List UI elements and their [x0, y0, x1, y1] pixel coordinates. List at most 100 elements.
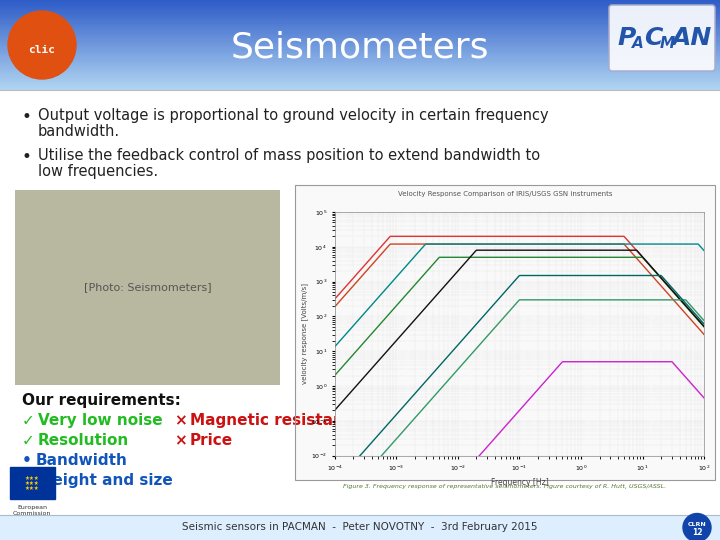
- Text: Utilise the feedback control of mass position to extend bandwidth to: Utilise the feedback control of mass pos…: [38, 148, 540, 163]
- Bar: [0, 83, 720, 84]
- Text: low frequencies.: low frequencies.: [38, 164, 158, 179]
- Text: Velocity Response Comparison of IRIS/USGS GSN instruments: Velocity Response Comparison of IRIS/USG…: [397, 191, 612, 197]
- Bar: [0, 47, 720, 49]
- Text: Magnetic resistance: Magnetic resistance: [190, 413, 364, 428]
- Bar: [0, 62, 720, 63]
- Bar: [0, 33, 720, 35]
- Bar: [0, 11, 720, 12]
- Bar: [15, 190, 280, 385]
- Bar: [0, 86, 720, 87]
- Bar: [0, 72, 720, 73]
- Text: [Photo: Seismometers]: [Photo: Seismometers]: [84, 282, 211, 293]
- Text: ✓: ✓: [22, 413, 35, 428]
- Bar: [0, 18, 720, 19]
- Bar: [0, 90, 720, 540]
- Bar: [0, 51, 720, 52]
- Bar: [0, 37, 720, 38]
- Bar: [0, 49, 720, 50]
- Bar: [10, 467, 55, 499]
- Circle shape: [683, 514, 711, 540]
- Bar: [0, 4, 720, 5]
- Y-axis label: velocity response [Volts/m/s]: velocity response [Volts/m/s]: [302, 284, 308, 384]
- Text: CLRN: CLRN: [688, 522, 706, 527]
- Bar: [0, 53, 720, 54]
- Bar: [0, 23, 720, 24]
- Bar: [0, 19, 720, 20]
- Bar: [0, 2, 720, 3]
- Bar: [0, 27, 720, 28]
- Bar: [0, 15, 720, 16]
- Bar: [0, 84, 720, 85]
- Bar: [0, 3, 720, 4]
- Bar: [0, 36, 720, 37]
- Bar: [0, 59, 720, 60]
- Text: C: C: [644, 26, 662, 50]
- Text: European
Commission: European Commission: [13, 505, 51, 516]
- Bar: [0, 87, 720, 89]
- Bar: [0, 71, 720, 72]
- Bar: [0, 38, 720, 39]
- Bar: [0, 42, 720, 43]
- Bar: [0, 28, 720, 29]
- Bar: [0, 29, 720, 30]
- FancyBboxPatch shape: [609, 5, 715, 71]
- Text: M: M: [660, 37, 675, 51]
- Bar: [0, 16, 720, 17]
- Text: ✓: ✓: [22, 433, 35, 448]
- Bar: [0, 9, 720, 10]
- Bar: [0, 20, 720, 22]
- Bar: [0, 68, 720, 69]
- Bar: [0, 54, 720, 55]
- Bar: [0, 50, 720, 51]
- Text: •: •: [22, 453, 32, 468]
- Text: AN: AN: [672, 26, 712, 50]
- Text: P: P: [617, 26, 635, 50]
- Bar: [0, 32, 720, 33]
- Text: Seismic sensors in PACMAN  -  Peter NOVOTNY  -  3rd February 2015: Seismic sensors in PACMAN - Peter NOVOTN…: [182, 523, 538, 532]
- Bar: [0, 60, 720, 62]
- Bar: [0, 66, 720, 68]
- Bar: [0, 89, 720, 90]
- Bar: [0, 76, 720, 77]
- Bar: [0, 81, 720, 82]
- Text: •: •: [22, 473, 32, 488]
- Bar: [0, 56, 720, 57]
- Text: Very low noise: Very low noise: [38, 413, 163, 428]
- Text: 12: 12: [692, 528, 702, 537]
- X-axis label: Frequency [Hz]: Frequency [Hz]: [490, 478, 548, 487]
- Text: ★★★
★★★
★★★: ★★★ ★★★ ★★★: [24, 476, 40, 490]
- Bar: [0, 63, 720, 64]
- Bar: [0, 25, 720, 26]
- Bar: [295, 185, 715, 480]
- Bar: [0, 1, 720, 2]
- Bar: [0, 14, 720, 15]
- Bar: [0, 80, 720, 81]
- Bar: [0, 74, 720, 76]
- Text: Price: Price: [190, 433, 233, 448]
- Bar: [0, 5, 720, 6]
- Bar: [0, 46, 720, 47]
- Bar: [0, 30, 720, 31]
- Bar: [0, 10, 720, 11]
- Bar: [0, 43, 720, 44]
- Text: Output voltage is proportional to ground velocity in certain frequency: Output voltage is proportional to ground…: [38, 108, 549, 123]
- Bar: [0, 12, 720, 14]
- Text: A: A: [632, 37, 644, 51]
- Text: Our requirements:: Our requirements:: [22, 393, 181, 408]
- Text: •: •: [22, 108, 32, 126]
- Bar: [0, 6, 720, 8]
- Bar: [0, 52, 720, 53]
- Text: clic: clic: [29, 45, 55, 55]
- Bar: [0, 24, 720, 25]
- Text: Weight and size: Weight and size: [36, 473, 173, 488]
- Bar: [0, 73, 720, 74]
- Bar: [0, 8, 720, 9]
- Bar: [0, 57, 720, 58]
- Bar: [0, 70, 720, 71]
- Bar: [0, 0, 720, 1]
- Text: Figure 3. Frequency response of representative seismometers. Figure courtesy of : Figure 3. Frequency response of represen…: [343, 484, 667, 489]
- Bar: [0, 31, 720, 32]
- Bar: [0, 69, 720, 70]
- Circle shape: [8, 11, 76, 79]
- Bar: [0, 22, 720, 23]
